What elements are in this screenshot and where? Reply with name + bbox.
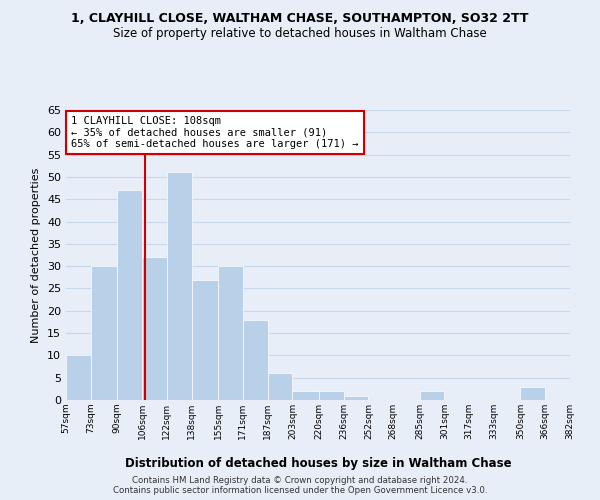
Bar (117, 190, 142, 400)
Bar (191, 280, 218, 400)
Bar (344, 396, 368, 400)
Bar (142, 257, 167, 400)
Bar (66, 356, 91, 400)
Y-axis label: Number of detached properties: Number of detached properties (31, 168, 41, 342)
Bar (268, 373, 292, 400)
Bar (167, 172, 191, 400)
Text: 1 CLAYHILL CLOSE: 108sqm
← 35% of detached houses are smaller (91)
65% of semi-d: 1 CLAYHILL CLOSE: 108sqm ← 35% of detach… (71, 116, 359, 149)
Text: Distribution of detached houses by size in Waltham Chase: Distribution of detached houses by size … (125, 458, 511, 470)
Bar (91, 266, 117, 400)
Bar (319, 391, 344, 400)
Bar (520, 386, 545, 400)
Bar (419, 391, 445, 400)
Text: Contains HM Land Registry data © Crown copyright and database right 2024.
Contai: Contains HM Land Registry data © Crown c… (113, 476, 487, 495)
Bar (243, 320, 268, 400)
Bar (218, 266, 243, 400)
Bar (292, 391, 319, 400)
Text: Size of property relative to detached houses in Waltham Chase: Size of property relative to detached ho… (113, 28, 487, 40)
Text: 1, CLAYHILL CLOSE, WALTHAM CHASE, SOUTHAMPTON, SO32 2TT: 1, CLAYHILL CLOSE, WALTHAM CHASE, SOUTHA… (71, 12, 529, 26)
